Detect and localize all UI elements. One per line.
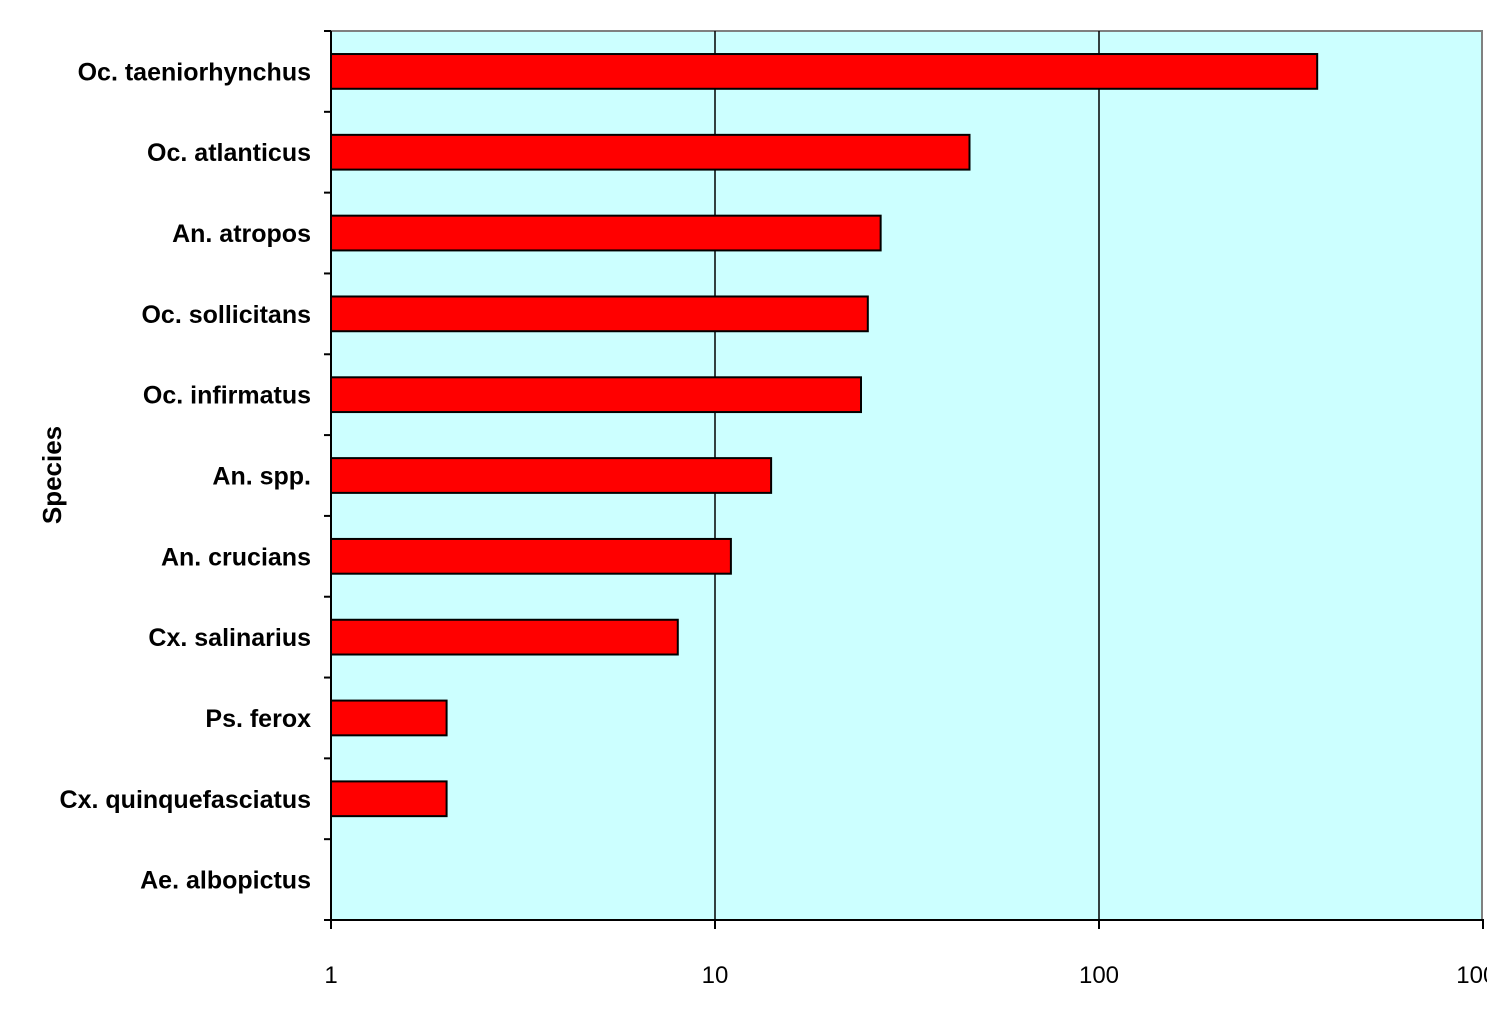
bar <box>330 376 863 414</box>
bar <box>330 295 869 333</box>
category-label: Oc. infirmatus <box>143 382 311 410</box>
category-label: Cx. salinarius <box>148 624 311 652</box>
bar <box>330 133 971 171</box>
bar <box>330 780 448 818</box>
labels: 1 10 100 1000 Oc. taeniorhynchus Oc. atlantic… <box>60 58 1487 989</box>
x-tick-label: 100 <box>1079 962 1119 989</box>
bar <box>330 53 1319 90</box>
x-tick-label: 1 <box>324 962 337 989</box>
bar <box>330 699 448 737</box>
bar <box>330 618 679 656</box>
ticks <box>324 30 1484 929</box>
x-tick-label: 10 <box>702 962 729 989</box>
category-label: Oc. atlanticus <box>147 139 311 167</box>
category-label: Ae. albopictus <box>140 867 311 895</box>
axes <box>330 31 1484 921</box>
category-label: Oc. sollicitans <box>141 301 311 329</box>
bars <box>330 53 1319 818</box>
category-label: Cx. quinquefasciatus <box>60 786 311 814</box>
category-label: Ps. ferox <box>205 705 311 733</box>
bar <box>330 537 732 575</box>
bar <box>330 457 773 494</box>
category-label: An. atropos <box>172 220 311 248</box>
y-axis-title: Species <box>37 426 67 524</box>
bar <box>330 214 882 252</box>
x-tick-label: 1000 <box>1456 962 1487 989</box>
category-label: An. spp. <box>212 463 311 491</box>
category-label: Oc. taeniorhynchus <box>78 58 311 86</box>
category-label: An. crucians <box>161 543 311 571</box>
